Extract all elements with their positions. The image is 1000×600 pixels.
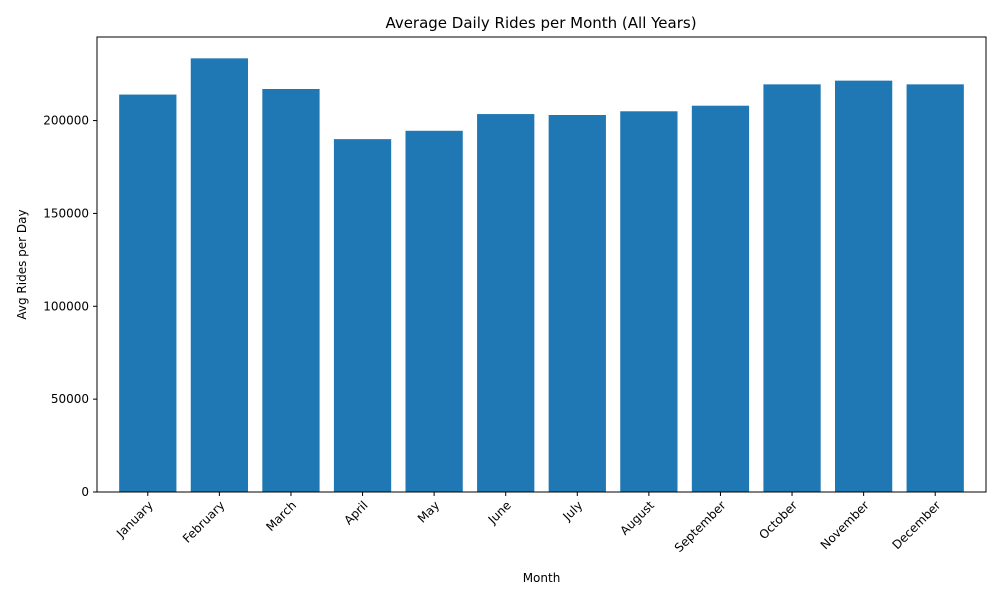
x-axis-label: Month bbox=[523, 571, 561, 585]
bar-december bbox=[906, 84, 964, 492]
bar-january bbox=[119, 94, 177, 493]
x-tick-label: May bbox=[415, 498, 442, 525]
x-tick-label: August bbox=[617, 498, 657, 538]
bar-april bbox=[333, 139, 392, 492]
y-tick-label: 100000 bbox=[43, 299, 89, 313]
bar-february bbox=[190, 58, 249, 492]
bar-july bbox=[548, 115, 606, 492]
bars-layer bbox=[119, 58, 964, 493]
x-tick-label: February bbox=[180, 498, 228, 546]
x-tick-label: September bbox=[672, 498, 729, 555]
x-tick-label: October bbox=[756, 498, 800, 542]
chart-title: Average Daily Rides per Month (All Years… bbox=[385, 14, 696, 32]
bar-june bbox=[477, 114, 535, 493]
x-tick-label: November bbox=[818, 498, 872, 552]
bar-september bbox=[691, 105, 750, 492]
x-tick-label: April bbox=[341, 498, 370, 527]
x-tick-label: June bbox=[485, 498, 514, 527]
x-tick-label: March bbox=[263, 498, 299, 534]
bar-november bbox=[834, 80, 893, 493]
bar-august bbox=[620, 111, 678, 493]
y-tick-label: 0 bbox=[81, 485, 89, 499]
y-tick-label: 50000 bbox=[51, 392, 89, 406]
y-tick-label: 150000 bbox=[43, 206, 89, 220]
bar-may bbox=[405, 130, 463, 493]
x-tick-label: January bbox=[113, 498, 156, 541]
x-tick-label: July bbox=[560, 498, 586, 524]
bar-october bbox=[763, 84, 821, 492]
y-axis-label: Avg Rides per Day bbox=[15, 209, 29, 319]
x-axis: January February March April May June July Augu… bbox=[113, 492, 943, 555]
plot-frame bbox=[96, 36, 987, 493]
y-tick-label: 200000 bbox=[43, 114, 89, 128]
bar-march bbox=[262, 89, 320, 492]
x-tick-label: December bbox=[889, 498, 943, 552]
y-axis: 0 50000 100000 150000 200000 bbox=[43, 114, 97, 499]
